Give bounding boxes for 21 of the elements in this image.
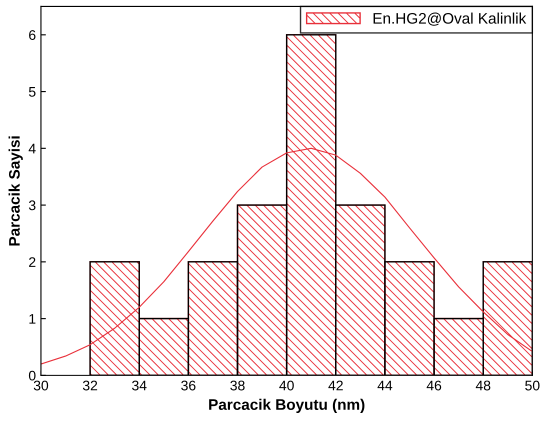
x-axis-title: Parcacik Boyutu (nm) <box>209 398 364 413</box>
x-tick-label: 44 <box>378 380 392 390</box>
y-tick-label: 2 <box>29 257 36 267</box>
x-tick-label: 40 <box>279 380 294 390</box>
y-tick-label: 5 <box>28 87 36 97</box>
x-tick-label: 36 <box>181 380 196 390</box>
x-tick-label: 34 <box>132 380 147 390</box>
x-tick-label: 42 <box>328 380 343 390</box>
y-tick-label: 0 <box>28 370 36 381</box>
x-tick-label: 48 <box>476 380 490 390</box>
legend-label: En.HG2@Oval Kalinlik <box>374 12 526 26</box>
x-tick-label: 32 <box>82 380 98 390</box>
x-tick-label: 30 <box>34 380 48 390</box>
y-tick-label: 3 <box>28 200 36 210</box>
x-tick-label: 50 <box>525 380 540 390</box>
x-tick-label: 46 <box>426 380 442 390</box>
y-tick-label: 1 <box>29 314 36 324</box>
x-tick-label: 38 <box>230 380 245 390</box>
y-tick-label: 6 <box>29 30 36 40</box>
y-axis-title: Parcacik Sayisi <box>8 136 23 246</box>
y-tick-label: 4 <box>28 144 36 154</box>
